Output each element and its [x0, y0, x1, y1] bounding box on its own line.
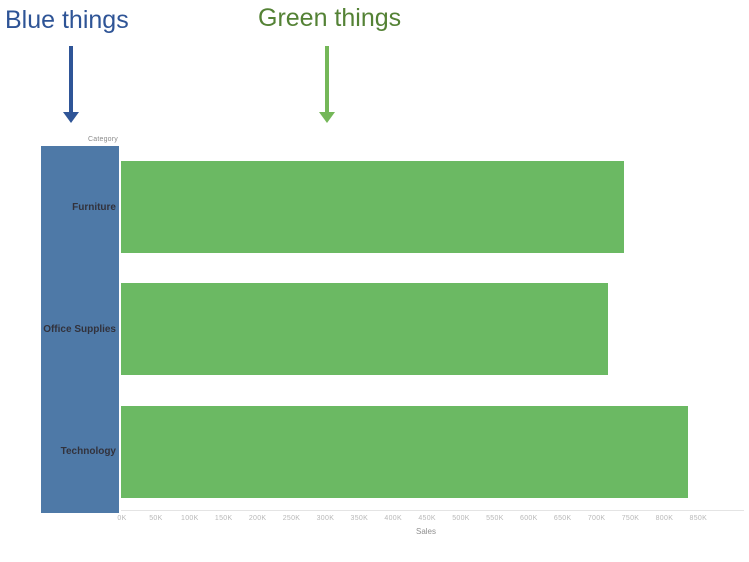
annotation-blue-things: Blue things — [5, 6, 129, 34]
bars-area — [121, 146, 749, 513]
category-label-furniture[interactable]: Furniture — [72, 201, 116, 213]
x-tick-350k: 350K — [350, 515, 369, 522]
blue-arrow-down-icon — [63, 46, 79, 123]
x-tick-850k: 850K — [689, 515, 708, 522]
x-tick-500k: 500K — [452, 515, 470, 522]
blue-arrow-shaft — [69, 46, 73, 112]
x-axis-line — [121, 510, 744, 511]
bar-furniture[interactable] — [121, 161, 624, 253]
x-tick-150k: 150K — [214, 515, 233, 522]
x-tick-550k: 550K — [486, 515, 504, 522]
x-axis-ticks: 0K 50K 100K 150K 200K 250K 300K 350K 400K 450K 500… — [117, 515, 749, 527]
x-tick-600k: 600K — [520, 515, 538, 522]
x-tick-0k: 0K — [117, 515, 127, 522]
x-tick-450k: 450K — [418, 515, 436, 522]
x-tick-800k: 800K — [655, 515, 674, 522]
bar-office-supplies[interactable] — [121, 283, 608, 376]
x-tick-250k: 250K — [282, 515, 301, 522]
green-arrow-head — [319, 112, 335, 123]
category-label-office-supplies[interactable]: Office Supplies — [43, 323, 116, 335]
x-axis-title: Sales — [415, 527, 436, 536]
category-column: Furniture Office Supplies Technology — [41, 146, 119, 513]
x-tick-200k: 200K — [248, 515, 267, 522]
x-tick-300k: 300K — [316, 515, 335, 522]
x-tick-700k: 700K — [587, 515, 606, 522]
bar-technology[interactable] — [121, 405, 688, 498]
x-tick-750k: 750K — [621, 515, 640, 522]
green-arrow-down-icon — [319, 46, 335, 123]
category-field-header: Category — [87, 136, 118, 143]
x-tick-100k: 100K — [181, 515, 199, 522]
annotation-green-things: Green things — [258, 4, 402, 32]
x-tick-400k: 400K — [384, 515, 402, 522]
x-tick-50k: 50K — [149, 515, 163, 522]
blue-arrow-head — [63, 112, 79, 123]
category-label-technology[interactable]: Technology — [60, 446, 116, 458]
x-tick-650k: 650K — [553, 515, 572, 522]
green-arrow-shaft — [325, 46, 329, 112]
